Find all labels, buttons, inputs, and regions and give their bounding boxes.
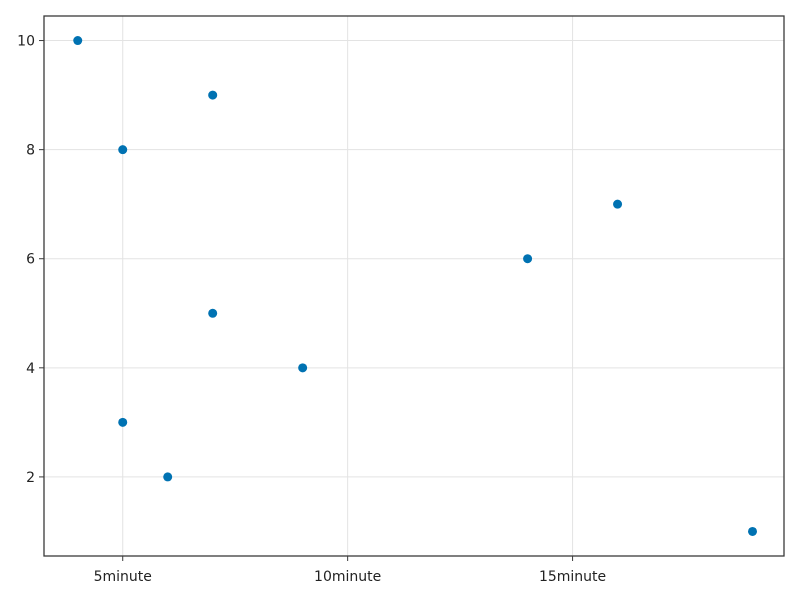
y-tick-label: 4 [26,361,35,377]
y-tick-label: 10 [17,34,35,50]
data-point [118,417,128,427]
data-point [748,526,758,536]
x-tick-label: 5minute [94,569,152,585]
data-point [523,254,533,264]
grid [44,16,784,556]
data-points [73,36,758,536]
y-tick-label: 6 [26,252,35,268]
axis-ticks [39,40,574,561]
plot-frame [43,15,785,557]
y-tick-label: 8 [26,143,35,159]
data-point [208,90,218,100]
data-point [73,36,83,46]
data-point [208,308,218,318]
data-point [118,145,128,155]
y-tick-label: 2 [26,470,35,486]
data-point [163,472,173,482]
data-point [298,363,308,373]
x-tick-label: 15minute [539,569,606,585]
y-axis-tick-labels: 2 4 6 8 10 [17,34,35,486]
x-axis-tick-labels: 5minute 10minute 15minute [94,569,607,585]
x-tick-label: 10minute [314,569,381,585]
data-point [613,199,623,209]
